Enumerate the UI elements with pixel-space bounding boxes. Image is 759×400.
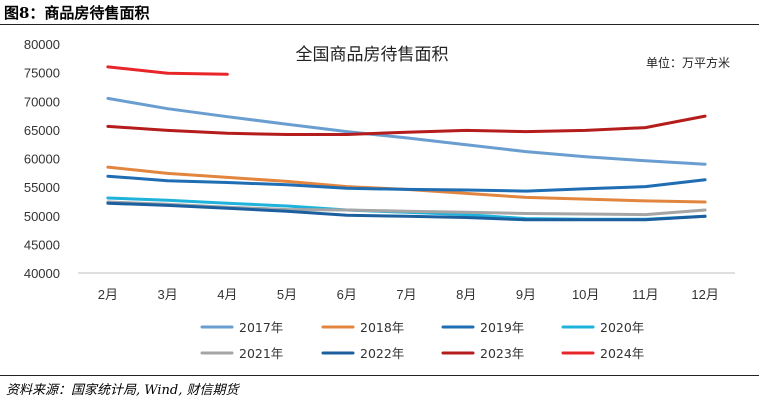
unit-label: 单位：万平方米 [646, 55, 730, 70]
x-tick-label: 12月 [691, 287, 718, 302]
x-tick-label: 7月 [396, 287, 416, 302]
series-line-2017年 [106, 96, 707, 166]
y-tick-label: 65000 [24, 123, 60, 138]
source-note: 资料来源：国家统计局, Wind, 财信期货 [6, 383, 239, 398]
x-tick-label: 8月 [456, 287, 476, 302]
x-tick-label: 6月 [337, 287, 357, 302]
legend-label: 2018年 [360, 320, 404, 335]
y-tick-label: 55000 [24, 180, 60, 195]
legend-label: 2017年 [239, 320, 283, 335]
legend-label: 2023年 [480, 346, 524, 361]
bottom-rule [0, 375, 759, 376]
top-rule [0, 24, 759, 25]
legend-label: 2019年 [480, 320, 524, 335]
legend-label: 2024年 [600, 346, 644, 361]
y-tick-label: 80000 [24, 37, 60, 52]
x-tick-label: 4月 [217, 287, 237, 302]
y-tick-label: 75000 [24, 66, 60, 81]
y-tick-label: 60000 [24, 152, 60, 167]
x-tick-label: 3月 [157, 287, 177, 302]
y-tick-label: 45000 [24, 237, 60, 252]
y-tick-label: 50000 [24, 209, 60, 224]
y-tick-label: 70000 [24, 94, 60, 109]
series-line-2018年 [106, 165, 707, 204]
x-tick-label: 11月 [632, 287, 659, 302]
series-line-2022年 [106, 201, 707, 222]
series-line-2024年 [106, 65, 229, 76]
y-tick-label: 40000 [24, 266, 60, 281]
series-line-2019年 [106, 174, 707, 193]
x-tick-label: 5月 [277, 287, 297, 302]
series-line-2023年 [106, 114, 707, 136]
legend-label: 2021年 [239, 346, 283, 361]
x-tick-label: 9月 [516, 287, 536, 302]
chart-title: 全国商品房待售面积 [296, 45, 449, 65]
x-tick-label: 2月 [98, 287, 118, 302]
figure-label: 图8：商品房待售面积 [4, 4, 150, 22]
legend-label: 2022年 [360, 346, 404, 361]
legend-label: 2020年 [600, 320, 644, 335]
x-tick-label: 10月 [572, 287, 599, 302]
